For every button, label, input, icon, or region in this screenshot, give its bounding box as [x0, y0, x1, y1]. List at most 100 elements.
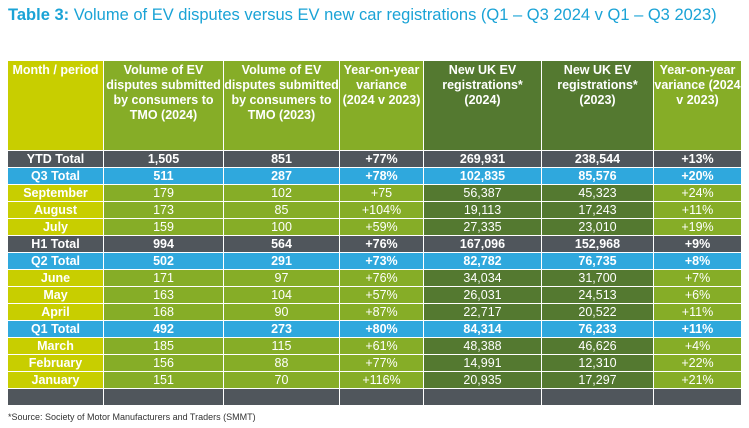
table-cell: 24,513 — [541, 286, 654, 304]
table-row: April 168 90 +87% 22,717 20,522 +11% — [7, 303, 742, 321]
table-cell: 82,782 — [423, 252, 542, 270]
table-cell: 17,243 — [541, 201, 654, 219]
table-cell — [653, 388, 742, 406]
source-note: *Source: Society of Motor Manufacturers … — [8, 412, 256, 422]
table-cell: +76% — [339, 235, 424, 253]
table-cell: +22% — [653, 354, 742, 372]
table-cell: +61% — [339, 337, 424, 355]
table-cell: 291 — [223, 252, 340, 270]
table-cell: April — [7, 303, 104, 321]
table-cell: Q3 Total — [7, 167, 104, 185]
table-cell: 76,735 — [541, 252, 654, 270]
table-cell: 100 — [223, 218, 340, 236]
table-cell: 273 — [223, 320, 340, 338]
table-cell: +73% — [339, 252, 424, 270]
table-cell: 851 — [223, 150, 340, 168]
table-cell: 12,310 — [541, 354, 654, 372]
table-row: January 151 70 +116% 20,935 17,297 +21% — [7, 371, 742, 389]
table-cell: 22,717 — [423, 303, 542, 321]
table-cell: 76,233 — [541, 320, 654, 338]
table-cell: 511 — [103, 167, 224, 185]
table-cell: September — [7, 184, 104, 202]
table-cell: H1 Total — [7, 235, 104, 253]
table-cell: 48,388 — [423, 337, 542, 355]
table-cell: 179 — [103, 184, 224, 202]
table-cell: 152,968 — [541, 235, 654, 253]
table-cell: +6% — [653, 286, 742, 304]
table-cell: +77% — [339, 354, 424, 372]
table-cell: 20,522 — [541, 303, 654, 321]
table-row: September 179 102 +75 56,387 45,323 +24% — [7, 184, 742, 202]
table-cell: 1,505 — [103, 150, 224, 168]
table-cell: 502 — [103, 252, 224, 270]
table-cell: 269,931 — [423, 150, 542, 168]
header-cell: Month / period — [7, 60, 104, 151]
table-cell: +77% — [339, 150, 424, 168]
table-cell: 26,031 — [423, 286, 542, 304]
table-cell: +19% — [653, 218, 742, 236]
table-cell: 23,010 — [541, 218, 654, 236]
table-cell: August — [7, 201, 104, 219]
table-cell: 173 — [103, 201, 224, 219]
table-cell: +80% — [339, 320, 424, 338]
table-row: May 163 104 +57% 26,031 24,513 +6% — [7, 286, 742, 304]
table-cell: 102 — [223, 184, 340, 202]
table-cell: March — [7, 337, 104, 355]
table-cell: 994 — [103, 235, 224, 253]
table-cell: +8% — [653, 252, 742, 270]
table-cell: 492 — [103, 320, 224, 338]
table-cell: 167,096 — [423, 235, 542, 253]
table-cell: +75 — [339, 184, 424, 202]
table-cell — [223, 388, 340, 406]
table-cell: 90 — [223, 303, 340, 321]
header-cell: Volume of EV disputes submitted by consu… — [223, 60, 340, 151]
table-row: Q2 Total 502 291 +73% 82,782 76,735 +8% — [7, 252, 742, 270]
table-cell: +4% — [653, 337, 742, 355]
table-title-prefix: Table 3: — [8, 6, 70, 24]
table-cell: 171 — [103, 269, 224, 287]
table-cell: 168 — [103, 303, 224, 321]
table-cell: 70 — [223, 371, 340, 389]
table-row — [7, 388, 742, 406]
table-row: YTD Total 1,505 851 +77% 269,931 238,544 +13% — [7, 150, 742, 168]
table-row: Q1 Total 492 273 +80% 84,314 76,233 +11% — [7, 320, 742, 338]
table-cell: +59% — [339, 218, 424, 236]
header-row: Month / period Volume of EV disputes sub… — [7, 60, 742, 151]
table-cell: July — [7, 218, 104, 236]
header-cell: Volume of EV disputes submitted by consu… — [103, 60, 224, 151]
table-cell: 102,835 — [423, 167, 542, 185]
table-cell: +11% — [653, 303, 742, 321]
table-row: August 173 85 +104% 19,113 17,243 +11% — [7, 201, 742, 219]
table-cell: 17,297 — [541, 371, 654, 389]
table-title-text: Volume of EV disputes versus EV new car … — [73, 6, 717, 24]
table-cell: 27,335 — [423, 218, 542, 236]
header-cell: New UK EV registrations* (2024) — [423, 60, 542, 151]
table-cell: +11% — [653, 320, 742, 338]
table-cell: +57% — [339, 286, 424, 304]
table-cell: +104% — [339, 201, 424, 219]
table-cell: +9% — [653, 235, 742, 253]
table-cell: 85 — [223, 201, 340, 219]
table-cell: 46,626 — [541, 337, 654, 355]
table-cell: +20% — [653, 167, 742, 185]
table-cell: 156 — [103, 354, 224, 372]
table-cell — [103, 388, 224, 406]
table-cell — [423, 388, 542, 406]
table-cell: 34,034 — [423, 269, 542, 287]
table-cell: +116% — [339, 371, 424, 389]
table-cell — [541, 388, 654, 406]
table-cell: 115 — [223, 337, 340, 355]
table-cell: +21% — [653, 371, 742, 389]
table-cell: 97 — [223, 269, 340, 287]
table-cell: 185 — [103, 337, 224, 355]
table-cell: 151 — [103, 371, 224, 389]
table-cell: 564 — [223, 235, 340, 253]
table-title: Table 3: Volume of EV disputes versus EV… — [8, 5, 743, 25]
table-cell: 238,544 — [541, 150, 654, 168]
table-cell: +76% — [339, 269, 424, 287]
header-cell: New UK EV registrations* (2023) — [541, 60, 654, 151]
table-cell: +11% — [653, 201, 742, 219]
table-cell: June — [7, 269, 104, 287]
table-cell: +13% — [653, 150, 742, 168]
table-cell: 31,700 — [541, 269, 654, 287]
